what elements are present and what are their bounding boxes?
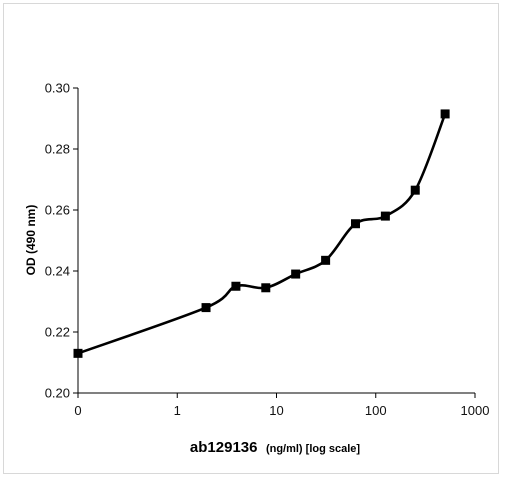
x-tick-label: 1000 [461,403,490,418]
y-tick-label: 0.20 [45,386,70,401]
data-point-marker [350,219,360,229]
x-ticks: 0 1 10 100 1000 [74,393,489,418]
data-point-marker [291,269,301,279]
y-tick-label: 0.30 [45,81,70,96]
data-point-marker [380,211,390,221]
data-points [73,109,450,358]
x-axis-title-units: (ng/ml) [log scale] [266,443,360,455]
x-axis-title: ab129136 (ng/ml) [log scale] [190,439,360,456]
y-tick-label: 0.26 [45,203,70,218]
y-tick-label: 0.22 [45,325,70,340]
x-tick-label: 10 [269,403,283,418]
data-point-marker [261,283,271,293]
chart-frame [3,3,499,474]
y-axis-title: OD (490 nm) [24,205,38,276]
data-point-marker [440,109,450,119]
data-point-marker [201,303,211,313]
y-tick-label: 0.28 [45,142,70,157]
axes [77,88,475,394]
data-point-marker [231,281,241,291]
data-point-marker [73,348,83,358]
data-point-marker [321,255,331,265]
data-point-marker [410,185,420,195]
x-tick-label: 1 [174,403,181,418]
y-ticks: 0.20 0.22 0.24 0.26 0.28 0.30 [45,81,78,401]
x-tick-label: 100 [365,403,387,418]
y-tick-label: 0.24 [45,264,70,279]
series-line [76,112,447,355]
x-axis-title-main: ab129136 [190,439,258,456]
x-tick-label: 0 [74,403,81,418]
